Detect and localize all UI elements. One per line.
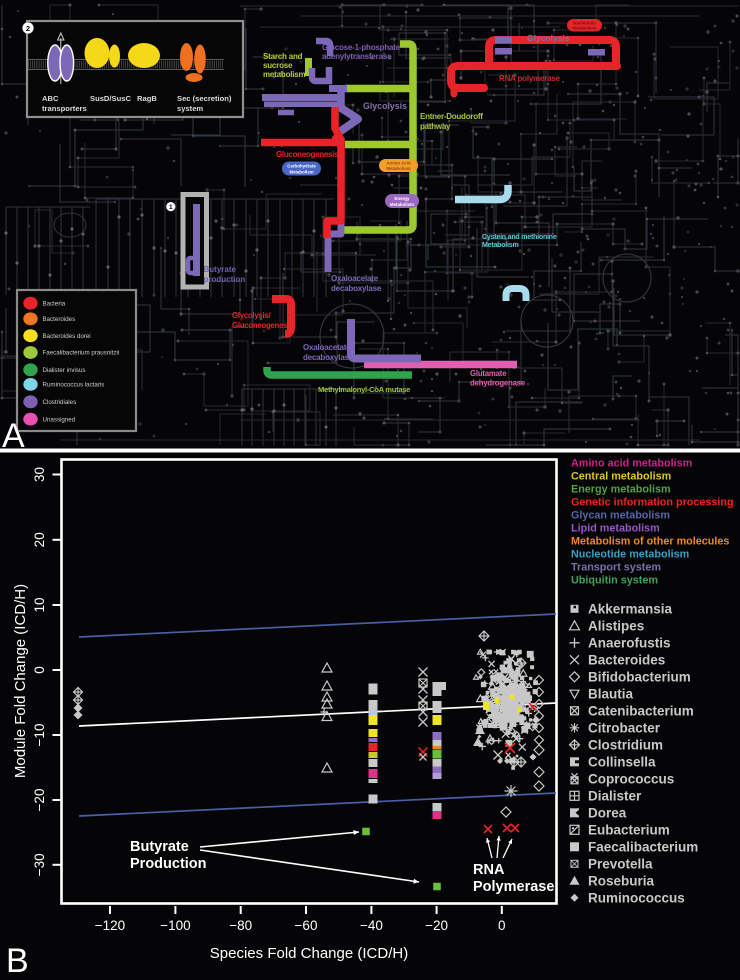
svg-text:1: 1 [169, 204, 173, 211]
svg-text:30: 30 [32, 467, 47, 482]
svg-text:Dialister invisus: Dialister invisus [43, 367, 86, 374]
svg-text:Entner-Doudoroff: Entner-Doudoroff [420, 112, 483, 121]
svg-text:Amino acid metabolism: Amino acid metabolism [571, 458, 692, 470]
svg-text:−40: −40 [360, 918, 383, 933]
svg-text:Species Fold Change (ICD/H): Species Fold Change (ICD/H) [210, 945, 408, 962]
svg-text:Dorea: Dorea [588, 805, 627, 820]
svg-text:Starch and: Starch and [263, 52, 303, 61]
svg-text:Cystein and methionine: Cystein and methionine [482, 234, 557, 241]
svg-text:transporters: transporters [42, 104, 87, 113]
svg-text:Alistipes: Alistipes [588, 618, 644, 633]
svg-text:Oxaloacelate: Oxaloacelate [331, 274, 379, 283]
svg-text:adenylytransferase: adenylytransferase [322, 52, 392, 61]
svg-text:Faecalibacterium prausnitzii: Faecalibacterium prausnitzii [43, 350, 120, 357]
svg-text:Energy: Energy [395, 196, 410, 201]
svg-text:−80: −80 [229, 918, 252, 933]
svg-text:sucrose: sucrose [263, 61, 293, 70]
svg-text:Methylmalonyl-CoA mutase: Methylmalonyl-CoA mutase [318, 385, 410, 394]
svg-text:−100: −100 [160, 918, 190, 933]
svg-text:Bacteroides: Bacteroides [43, 316, 76, 323]
svg-text:decaboxylase: decaboxylase [303, 353, 354, 362]
svg-text:Blautia: Blautia [588, 686, 634, 701]
svg-text:−120: −120 [95, 918, 125, 933]
svg-text:Bacteria: Bacteria [43, 300, 66, 307]
svg-text:Metabolism of other molecules: Metabolism of other molecules [571, 536, 729, 548]
svg-text:Metabolism: Metabolism [572, 25, 596, 30]
svg-text:Ruminococcus: Ruminococcus [588, 890, 685, 905]
svg-text:Ruminococcus lactaris: Ruminococcus lactaris [43, 382, 105, 389]
svg-text:Glycan metabolism: Glycan metabolism [571, 510, 670, 522]
svg-text:ABC: ABC [42, 94, 59, 103]
svg-text:Butyrate: Butyrate [204, 265, 237, 274]
svg-text:Glycolysis/: Glycolysis/ [232, 311, 272, 320]
svg-text:−30: −30 [32, 853, 47, 876]
svg-text:dehydrogenase: dehydrogenase [470, 379, 526, 388]
svg-text:Akkermansia: Akkermansia [588, 601, 673, 616]
svg-text:Nucleotide metabolism: Nucleotide metabolism [571, 549, 689, 561]
svg-text:Glucose-1-phosphate: Glucose-1-phosphate [322, 43, 401, 52]
svg-text:20: 20 [32, 532, 47, 547]
svg-text:Genetic information processing: Genetic information processing [571, 497, 734, 509]
svg-text:−60: −60 [295, 918, 318, 933]
svg-text:Bifidobacterium: Bifidobacterium [588, 669, 691, 684]
svg-text:Oxaloacetate: Oxaloacetate [303, 343, 351, 352]
svg-text:Transport system: Transport system [571, 562, 661, 574]
svg-text:Energy metabolism: Energy metabolism [571, 484, 671, 496]
svg-text:Bacteroides dorei: Bacteroides dorei [43, 333, 91, 340]
svg-text:Nucleotide: Nucleotide [573, 20, 596, 25]
svg-text:Faecalibacterium: Faecalibacterium [588, 839, 698, 854]
svg-text:SusD/SusC: SusD/SusC [90, 94, 131, 103]
svg-text:Metabolism: Metabolism [390, 202, 414, 207]
svg-text:Eubacterium: Eubacterium [588, 822, 670, 837]
svg-text:production: production [204, 275, 246, 284]
svg-text:−10: −10 [32, 724, 47, 747]
svg-text:Coprococcus: Coprococcus [588, 771, 674, 786]
svg-text:Module Fold Change (ICD/H): Module Fold Change (ICD/H) [12, 584, 29, 778]
svg-text:Ubiquitin system: Ubiquitin system [571, 575, 658, 587]
svg-text:Sec (secretion): Sec (secretion) [177, 94, 232, 103]
svg-text:Metabolism: Metabolism [289, 169, 313, 174]
svg-text:RNA polymerase: RNA polymerase [499, 74, 561, 83]
svg-text:Anaerofustis: Anaerofustis [588, 635, 671, 650]
svg-text:10: 10 [32, 597, 47, 612]
svg-text:Collinsella: Collinsella [588, 754, 656, 769]
svg-text:pathway: pathway [420, 122, 451, 131]
svg-text:A: A [2, 417, 25, 455]
svg-text:system: system [177, 104, 203, 113]
svg-text:Gluconeogenesis: Gluconeogenesis [232, 321, 294, 330]
svg-text:metabolism: metabolism [263, 70, 306, 79]
svg-text:Dialister: Dialister [588, 788, 642, 803]
svg-text:Citrobacter: Citrobacter [588, 720, 661, 735]
svg-text:Roseburia: Roseburia [588, 873, 655, 888]
svg-text:Unassigned: Unassigned [43, 416, 76, 423]
svg-text:Amino Acid: Amino Acid [386, 161, 411, 166]
svg-text:B: B [6, 942, 29, 980]
svg-text:Gluconeogenesis: Gluconeogenesis [276, 150, 339, 159]
svg-text:Polymerase: Polymerase [473, 879, 554, 895]
svg-text:0: 0 [498, 918, 506, 933]
svg-text:2: 2 [26, 24, 30, 33]
svg-text:RNA: RNA [473, 862, 505, 878]
svg-text:Butyrate: Butyrate [130, 839, 189, 855]
svg-text:Catenibacterium: Catenibacterium [588, 703, 694, 718]
svg-text:−20: −20 [32, 789, 47, 812]
svg-text:Lipid metabolism: Lipid metabolism [571, 523, 660, 535]
svg-text:Bacteroides: Bacteroides [588, 652, 665, 667]
svg-text:0: 0 [32, 666, 47, 674]
svg-text:Metabolism: Metabolism [386, 166, 410, 171]
svg-text:Clostridium: Clostridium [588, 737, 663, 752]
svg-text:Glutamate: Glutamate [470, 369, 507, 378]
svg-text:decaboxylase: decaboxylase [331, 284, 382, 293]
svg-text:Production: Production [130, 856, 207, 872]
svg-text:Glycolysis: Glycolysis [363, 101, 407, 111]
svg-text:Central metabolism: Central metabolism [571, 471, 671, 483]
svg-text:−20: −20 [425, 918, 448, 933]
svg-text:Glycolysis: Glycolysis [527, 33, 570, 43]
svg-text:Clostridiales: Clostridiales [43, 399, 77, 406]
svg-text:Metabolism: Metabolism [482, 242, 519, 249]
svg-text:Prevotella: Prevotella [588, 856, 653, 871]
svg-text:Carbohydrate: Carbohydrate [287, 164, 316, 169]
svg-text:RagB: RagB [137, 94, 157, 103]
